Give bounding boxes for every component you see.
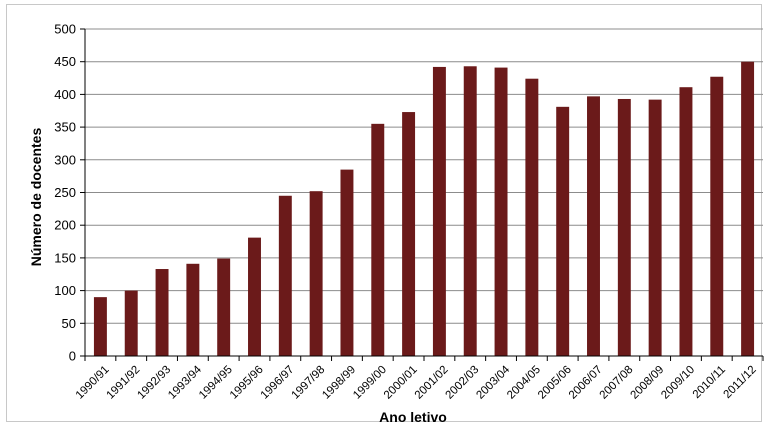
bar-1991-92 [124, 290, 138, 356]
y-axis-title: Número de docentes [28, 128, 44, 267]
y-tick-label: 450 [54, 54, 76, 69]
bar-1997-98 [309, 191, 323, 356]
x-tick-label: 1996/97 [259, 364, 297, 402]
x-tick-label: 2002/03 [444, 364, 482, 402]
bar-2011-12 [741, 61, 755, 356]
bar-2005-06 [556, 106, 570, 357]
x-tick-label: 2011/12 [722, 364, 759, 401]
bar-1990-91 [93, 297, 107, 356]
axes [84, 29, 764, 361]
y-tick-label: 200 [54, 218, 76, 233]
y-tick-label: 350 [54, 120, 76, 135]
bar-2008-09 [648, 99, 662, 356]
x-tick-label: 1994/95 [197, 364, 235, 402]
x-tick-label: 2004/05 [505, 364, 543, 402]
x-tick-label: 1990/91 [74, 364, 112, 402]
y-tick-label: 400 [54, 87, 76, 102]
x-tick-label: 2009/10 [659, 364, 697, 402]
bars [93, 61, 755, 357]
y-tick-labels: 0 50 100 150 200 250 300 350 400 450 500 [54, 22, 76, 364]
y-tick-label: 50 [62, 316, 76, 331]
x-tick-label: 1998/99 [320, 364, 358, 402]
bar-2002-03 [463, 66, 477, 356]
x-tick-labels: 1990/911991/921992/931993/941994/951995/… [74, 363, 759, 401]
bar-1993-94 [186, 263, 200, 356]
bar-2003-04 [494, 67, 508, 356]
x-tick-label: 2008/09 [628, 364, 666, 402]
bar-2001-02 [432, 66, 446, 356]
y-tick-label: 300 [54, 152, 76, 167]
y-tick-label: 100 [54, 283, 76, 298]
x-tick-label: 2005/06 [536, 364, 574, 402]
y-tick-label: 250 [54, 185, 76, 200]
x-tick-label: 2006/07 [567, 364, 605, 402]
bar-2006-07 [587, 96, 600, 356]
x-tick-label: 2010/11 [691, 364, 728, 401]
x-tick-label: 2001/02 [413, 364, 451, 402]
bar-2004-05 [525, 78, 539, 356]
bar-2009-10 [679, 87, 693, 357]
x-tick-label: 1991/92 [105, 364, 143, 402]
bar-1998-99 [340, 169, 354, 356]
y-tick-label: 150 [54, 250, 76, 265]
x-tick-label: 1997/98 [289, 364, 327, 402]
x-axis-title: Ano letivo [379, 409, 447, 425]
bar-2010-11 [710, 76, 724, 356]
x-tick-label: 1995/96 [228, 364, 266, 402]
bar-1994-95 [217, 258, 231, 356]
bar-1999-00 [371, 123, 385, 356]
y-tick-label: 500 [54, 22, 76, 37]
bar-1996-97 [278, 195, 292, 356]
y-tick-label: 0 [69, 349, 76, 364]
x-tick-label: 2007/08 [598, 364, 636, 402]
bar-2007-08 [617, 98, 631, 356]
bar-2000-01 [402, 112, 416, 356]
bar-1995-96 [248, 237, 261, 356]
bar-1992-93 [155, 269, 169, 356]
x-tick-label: 1992/93 [135, 364, 173, 402]
x-tick-label: 1999/00 [351, 364, 389, 402]
x-tick-label: 2000/01 [382, 364, 420, 402]
